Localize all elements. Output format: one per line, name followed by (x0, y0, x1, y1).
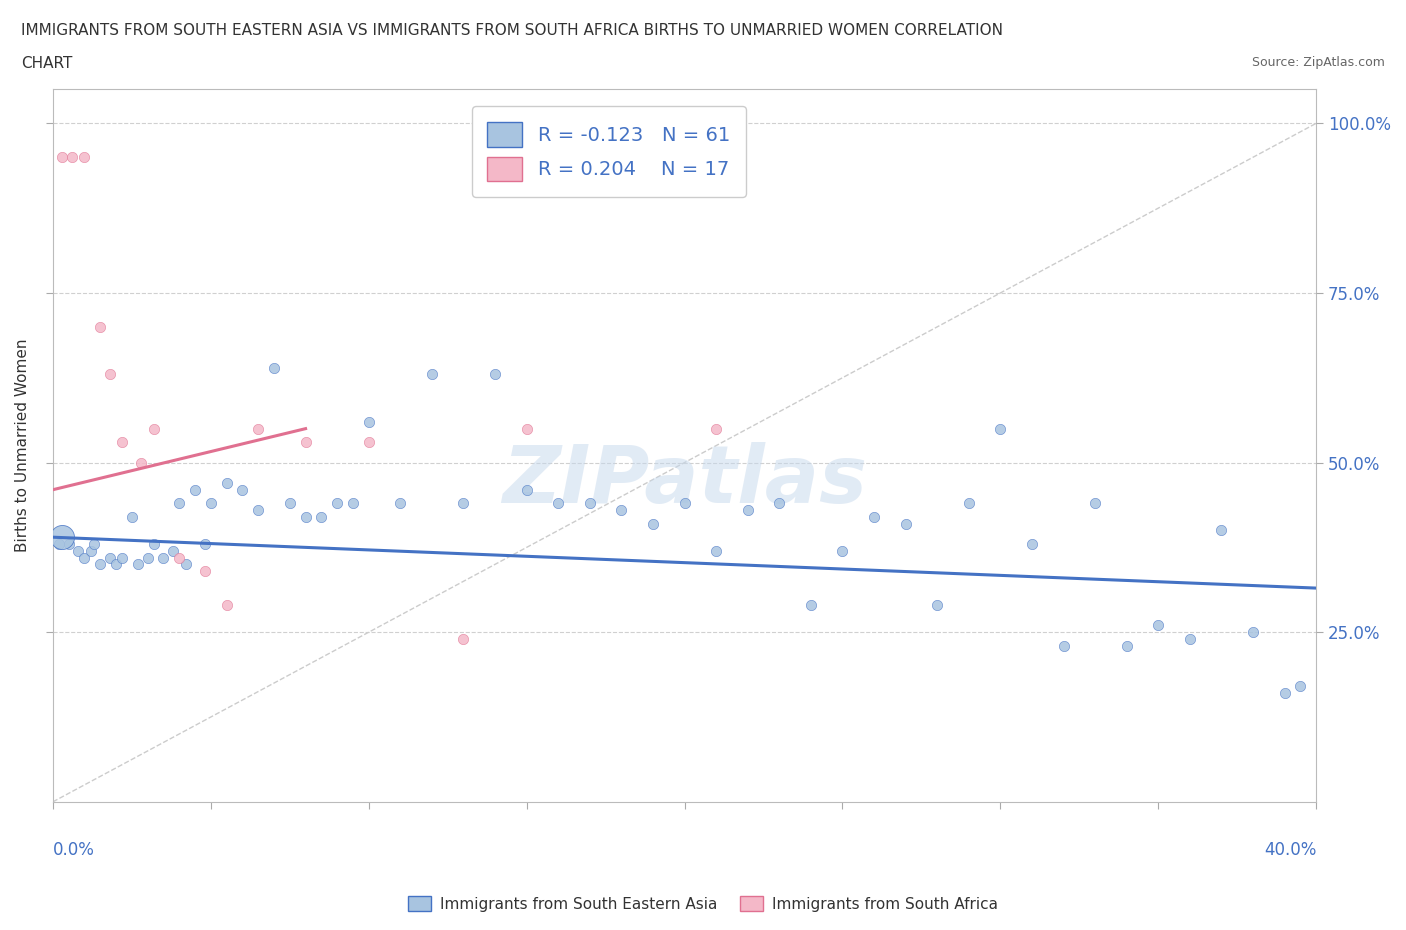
Point (73, 150, 96, 165)
Point (389, 496, 412, 511)
Text: 40.0%: 40.0% (1264, 841, 1316, 859)
Point (357, 415, 380, 430)
Point (311, 510, 333, 525)
Point (673, 496, 696, 511)
Point (60, 150, 83, 165)
Legend: R = -0.123   N = 61, R = 0.204    N = 17: R = -0.123 N = 61, R = 0.204 N = 17 (472, 106, 745, 197)
Point (278, 496, 301, 511)
Point (927, 598, 949, 613)
Point (516, 421, 538, 436)
Point (1147, 618, 1170, 632)
Point (193, 564, 215, 578)
Point (127, 557, 149, 572)
Point (547, 496, 569, 511)
Point (516, 483, 538, 498)
Point (83, 537, 105, 551)
Y-axis label: Births to Unmarried Women: Births to Unmarried Women (15, 339, 30, 552)
Point (184, 483, 207, 498)
Point (326, 496, 349, 511)
Point (174, 557, 197, 572)
Point (67, 543, 90, 558)
Point (800, 598, 823, 613)
Point (957, 496, 980, 511)
Point (231, 483, 253, 498)
Point (453, 631, 475, 646)
Point (73, 551, 96, 565)
Point (247, 502, 270, 517)
Point (167, 496, 190, 511)
Point (48, 537, 70, 551)
Point (193, 537, 215, 551)
Point (1241, 625, 1264, 640)
Point (704, 421, 727, 436)
Point (342, 496, 364, 511)
Point (1052, 638, 1074, 653)
Point (1021, 537, 1043, 551)
Point (143, 421, 166, 436)
Point (200, 496, 222, 511)
Point (89, 319, 111, 334)
Point (704, 543, 727, 558)
Point (121, 510, 143, 525)
Point (294, 510, 316, 525)
Point (152, 551, 174, 565)
Point (484, 367, 506, 382)
Point (89, 557, 111, 572)
Point (143, 537, 166, 551)
Text: Source: ZipAtlas.com: Source: ZipAtlas.com (1251, 56, 1385, 69)
Point (58, 537, 80, 551)
Legend: Immigrants from South Eastern Asia, Immigrants from South Africa: Immigrants from South Eastern Asia, Immi… (402, 889, 1004, 918)
Point (111, 434, 134, 449)
Point (610, 502, 633, 517)
Point (737, 502, 759, 517)
Point (453, 496, 475, 511)
Point (247, 421, 270, 436)
Point (1178, 631, 1201, 646)
Point (990, 421, 1012, 436)
Point (768, 496, 790, 511)
Point (162, 543, 184, 558)
Point (51, 530, 73, 545)
Text: 0.0%: 0.0% (53, 841, 94, 859)
Point (863, 510, 886, 525)
Point (167, 551, 190, 565)
Text: CHART: CHART (21, 56, 73, 71)
Point (215, 598, 238, 613)
Point (294, 434, 316, 449)
Point (98, 551, 121, 565)
Point (131, 455, 153, 470)
Text: ZIPatlas: ZIPatlas (502, 443, 868, 520)
Point (51, 150, 73, 165)
Point (420, 367, 443, 382)
Point (1115, 638, 1137, 653)
Point (215, 475, 238, 490)
Text: IMMIGRANTS FROM SOUTH EASTERN ASIA VS IMMIGRANTS FROM SOUTH AFRICA BIRTHS TO UNM: IMMIGRANTS FROM SOUTH EASTERN ASIA VS IM… (21, 23, 1002, 38)
Point (1084, 496, 1107, 511)
Point (578, 496, 600, 511)
Point (1289, 679, 1312, 694)
Point (1274, 685, 1296, 700)
Point (1211, 523, 1233, 538)
Point (136, 551, 159, 565)
Point (641, 516, 664, 531)
Point (98, 367, 121, 382)
Point (80, 543, 103, 558)
Point (357, 434, 380, 449)
Point (831, 543, 853, 558)
Point (894, 516, 917, 531)
Point (111, 551, 134, 565)
Point (263, 360, 285, 375)
Point (105, 557, 128, 572)
